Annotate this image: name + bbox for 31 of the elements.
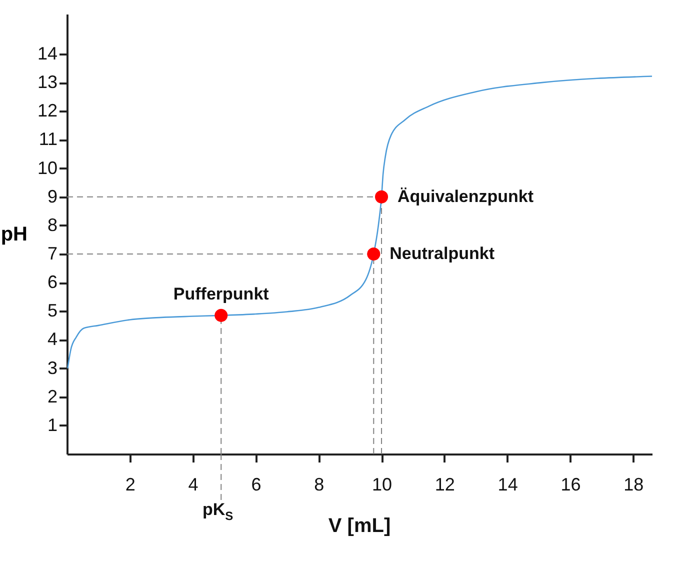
y-tick-label: 14: [37, 44, 58, 64]
x-tick-label: 18: [624, 474, 644, 494]
x-axis-title: V [mL]: [328, 515, 391, 537]
y-tick-label: 10: [37, 158, 58, 178]
point: [367, 247, 380, 261]
annotation: Äquivalenzpunkt: [398, 186, 534, 206]
y-tick-label: 11: [38, 129, 58, 150]
y-tick-label: 7: [47, 244, 58, 264]
y-tick-label: 4: [47, 329, 58, 350]
x-tick-label: 12: [434, 474, 455, 494]
x-tick-label: 14: [498, 474, 518, 494]
y-tick-label: 6: [47, 272, 58, 292]
y-tick-label: 8: [47, 214, 58, 235]
y-tick-label: 2: [47, 386, 58, 406]
y-tick-label: 1: [47, 414, 58, 435]
x-tick-label: 2: [125, 474, 136, 494]
point: [374, 190, 388, 204]
annotation: Pufferpunkt: [173, 284, 270, 304]
point: [214, 308, 228, 322]
x-tick-label: 6: [251, 474, 262, 494]
annotation: Neutralpunkt: [390, 244, 495, 263]
y-tick-label: 9: [47, 186, 58, 206]
y-tick-label: 13: [37, 72, 58, 92]
y-tick-label: 3: [47, 358, 58, 378]
y-tick-label: 5: [47, 300, 58, 321]
x-tick-label: 8: [314, 474, 324, 494]
y-tick-label: 12: [37, 100, 58, 121]
x-tick-label: 4: [188, 474, 198, 494]
x-tick-label: 10: [372, 474, 392, 494]
x-tick-label: 16: [560, 474, 581, 494]
y-axis-title: pH: [0, 224, 28, 246]
